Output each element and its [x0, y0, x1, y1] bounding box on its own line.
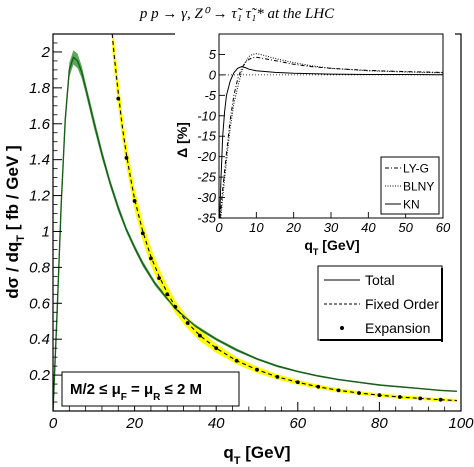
scale-annotation: M/2 ≤ μF = μR ≤ 2 M: [61, 371, 240, 407]
expansion-point: [255, 367, 259, 372]
inset-y-tick-label: -30: [197, 190, 217, 205]
x-tick-label: 60: [289, 415, 306, 432]
y-tick-label: 0.2: [29, 367, 51, 384]
inset-x-tick-label: 10: [249, 220, 264, 235]
expansion-point: [157, 276, 161, 281]
inset-legend-label: LY-G: [403, 162, 429, 176]
inset-y-ticks: -35 -30 -25 -20 -15 -10 -5 0 5: [197, 47, 225, 226]
inset-y-axis-label: Δ [%]: [174, 122, 190, 158]
y-tick-label: 1.6: [29, 116, 51, 133]
expansion-point: [185, 321, 190, 325]
legend-label: Total: [365, 272, 395, 288]
inset-x-ticks: 0 10 20 30 40 50 60: [215, 212, 451, 235]
expansion-point: [140, 231, 145, 236]
inset-line-ly-g: [219, 56, 443, 218]
y-tick-label: 1: [42, 223, 50, 240]
main-y-ticks: 0.2 0.4 0.6 0.8 1 1.2 1.4 1.6 1.8 2: [29, 42, 62, 403]
main-x-axis-label: qT [GeV]: [223, 443, 290, 467]
inset-y-tick-label: -20: [197, 149, 217, 164]
expansion-point: [295, 380, 300, 385]
legend-label: Expansion: [365, 320, 430, 336]
inset-x-tick-label: 40: [361, 220, 376, 235]
main-legend: Total Fixed Order Expansion: [317, 265, 443, 342]
expansion-point: [173, 304, 178, 309]
inset-y-tick-label: 5: [209, 47, 217, 62]
main-series-lines: [53, 34, 457, 411]
expansion-point: [234, 358, 239, 363]
y-tick-label: 1.4: [29, 152, 50, 169]
inset-x-tick-label: 30: [324, 220, 339, 235]
expansion-point: [316, 384, 321, 389]
scale-annotation-text: M/2 ≤ μF = μR ≤ 2 M: [70, 381, 202, 403]
inset-y-tick-label: -10: [197, 108, 217, 123]
legend-swatch-expansion: [340, 326, 344, 330]
y-tick-label: 2: [41, 44, 51, 61]
inset-y-tick-label: -35: [197, 211, 217, 226]
expansion-points: [116, 96, 443, 402]
inset-legend-label: KN: [403, 198, 420, 212]
main-x-ticks: 0 20 40 60 80 100: [49, 402, 474, 432]
inset-x-tick-label: 50: [398, 220, 413, 235]
expansion-point: [357, 391, 361, 395]
y-tick-label: 1.2: [29, 188, 51, 205]
x-tick-label: 0: [49, 415, 58, 432]
inset-x-axis-label: qT [GeV]: [304, 237, 359, 257]
line-fixed-order: [111, 34, 457, 402]
main-chart: 0 20 40 60 80 100 0.20.40.60.811.21.41.61.82 …: [3, 33, 474, 467]
inset-x-tick-label: 20: [285, 220, 301, 235]
expansion-point: [149, 256, 153, 261]
inset-y-tick-label: -15: [197, 129, 217, 144]
scale-annotation-box: [61, 371, 240, 407]
expansion-point: [336, 388, 341, 393]
expansion-point: [418, 396, 423, 401]
inset-y-tick-label: 0: [209, 67, 217, 82]
expansion-point: [438, 397, 443, 402]
inset-legend-label: BLNY: [403, 180, 434, 194]
expansion-point: [197, 333, 202, 338]
main-y-axis-label: dσ / dqT [ fb / GeV ]: [3, 145, 27, 298]
expansion-point: [397, 395, 402, 399]
expansion-point: [165, 292, 170, 297]
inset-background: [175, 30, 455, 258]
inset-x-tick-label: 60: [436, 220, 451, 235]
inset-line-blny: [220, 53, 443, 218]
expansion-point: [132, 199, 137, 203]
figure-title: p p → γ, Z⁰ → τ̃₁ τ̃₁* at the LHC: [139, 6, 335, 22]
x-tick-label: 40: [208, 415, 225, 432]
y-tick-label: 0.6: [29, 295, 51, 312]
x-tick-label: 20: [125, 415, 143, 432]
inset-legend: LY-G BLNY KN: [380, 156, 440, 215]
expansion-point: [275, 374, 280, 379]
line-total: [53, 56, 457, 411]
expansion-point: [124, 155, 129, 160]
legend-label: Fixed Order: [365, 296, 439, 312]
x-tick-label: 100: [448, 415, 474, 432]
y-tick-label: 1.8: [29, 80, 51, 97]
y-tick-label: 0.8: [29, 259, 51, 276]
inset-chart: 0 10 20 30 40 50 60 -35 -30 -25 -20 -15 -10 -5 0 5 qT …: [174, 30, 455, 258]
inset-x-tick-label: 0: [215, 220, 223, 235]
expansion-point: [116, 96, 121, 101]
inset-y-tick-label: -25: [197, 170, 217, 185]
expansion-point: [214, 346, 219, 351]
y-tick-label: 0.4: [29, 331, 50, 348]
x-tick-label: 80: [371, 415, 388, 432]
main-legend-box: [317, 265, 443, 341]
inset-y-tick-label: -5: [204, 88, 216, 103]
expansion-point: [377, 393, 382, 398]
